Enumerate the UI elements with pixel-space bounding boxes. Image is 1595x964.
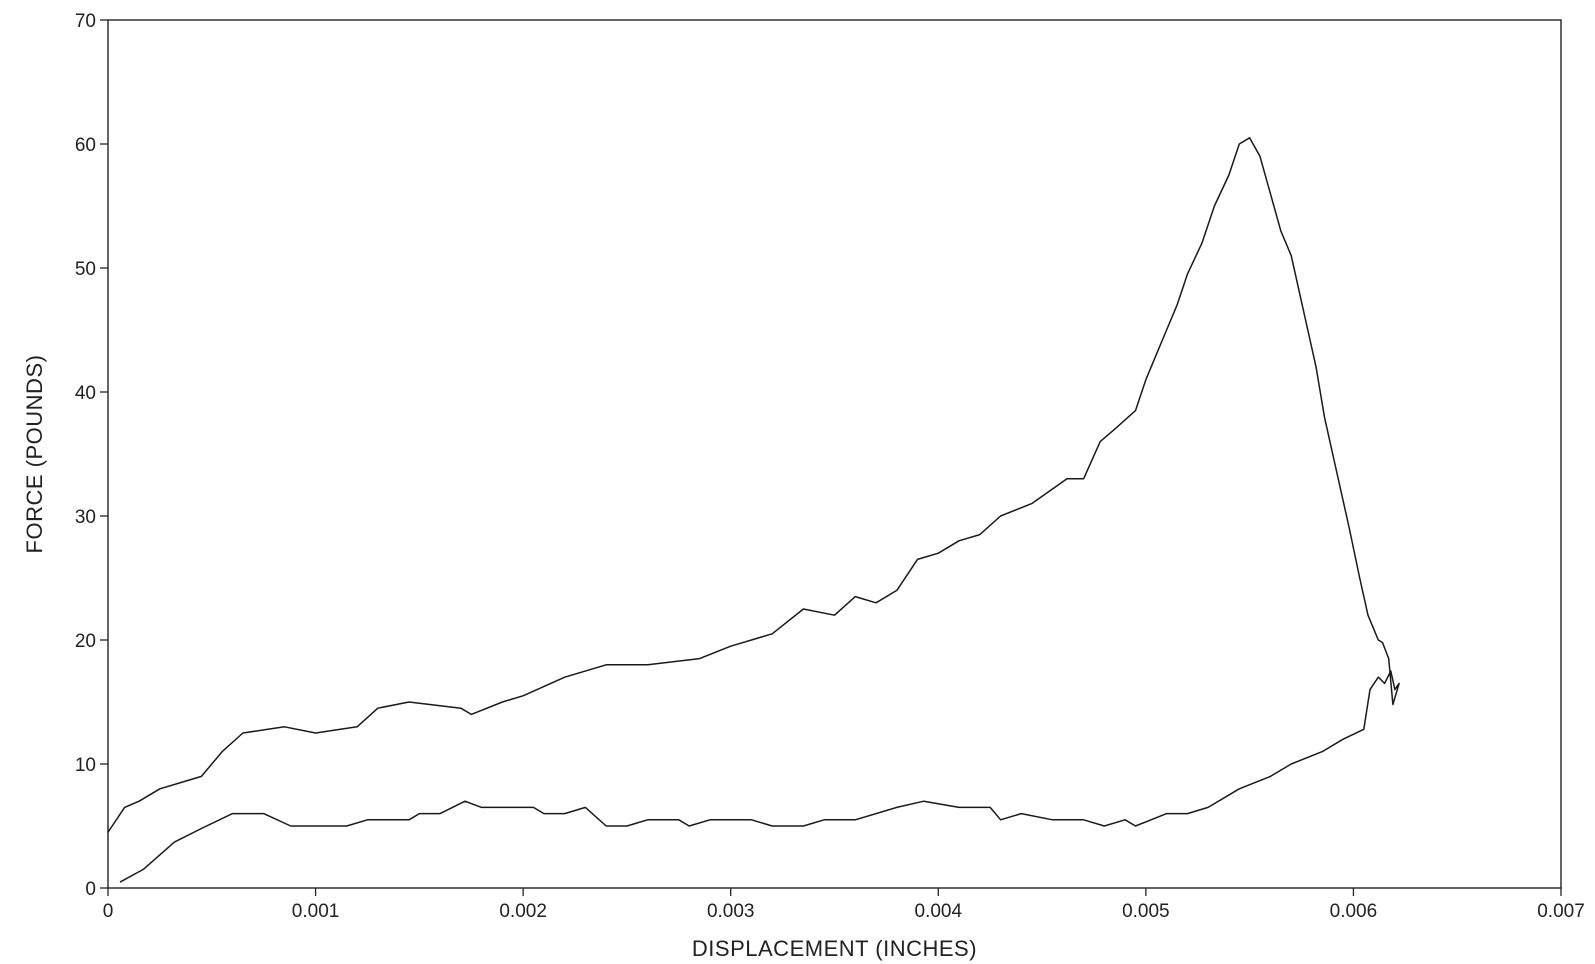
data-series-line <box>107 137 1400 883</box>
y-tick-label: 0 <box>85 879 96 900</box>
x-tick-label: 0.003 <box>707 901 755 922</box>
x-tick-label: 0.007 <box>1537 901 1585 922</box>
y-axis: 0 10 20 30 40 50 60 70 <box>75 11 108 900</box>
plot-frame <box>107 19 1562 889</box>
x-tick-label: 0 <box>103 901 114 922</box>
x-axis: 0 0.001 0.002 0.003 0.004 0.005 0.006 0.007 <box>103 888 1585 922</box>
x-tick-label: 0.002 <box>499 901 547 922</box>
y-tick-label: 10 <box>75 755 96 776</box>
y-tick-label: 50 <box>75 259 96 280</box>
plot-area-border <box>107 19 1562 889</box>
x-tick-label: 0.004 <box>915 901 963 922</box>
y-tick-label: 60 <box>75 135 96 156</box>
x-tick-label: 0.001 <box>292 901 340 922</box>
x-tick-label: 0.006 <box>1330 901 1378 922</box>
x-tick-label: 0.005 <box>1122 901 1170 922</box>
y-tick-label: 70 <box>75 11 96 32</box>
y-tick-label: 40 <box>75 383 96 404</box>
y-tick-label: 20 <box>75 631 96 652</box>
series-layer <box>107 137 1400 883</box>
y-tick-label: 30 <box>75 507 96 528</box>
y-axis-title: FORCE (POUNDS) <box>22 355 47 554</box>
x-axis-title: DISPLACEMENT (INCHES) <box>692 936 977 961</box>
